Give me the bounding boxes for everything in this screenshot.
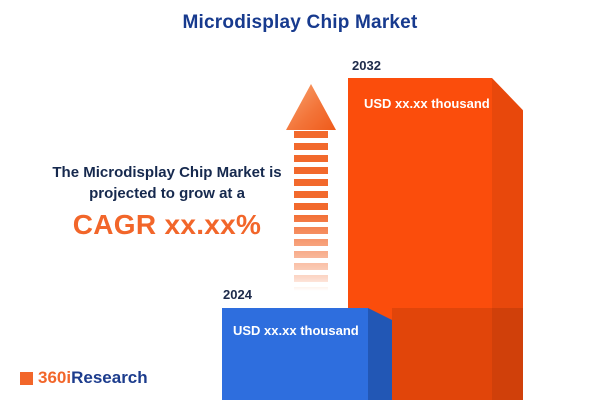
bar-2032-year-label: 2032: [352, 58, 381, 73]
bar-2024-front-face: [222, 308, 368, 400]
bar-2024-side-face: [368, 308, 392, 400]
bar-2024-value-label: USD xx.xx thousand: [233, 323, 359, 338]
logo-square-icon: [20, 371, 33, 385]
page-title: Microdisplay Chip Market: [182, 12, 418, 33]
description-block: The Microdisplay Chip Market is projecte…: [22, 162, 312, 240]
description-line-1: The Microdisplay Chip Market is: [52, 164, 282, 181]
bar-2032-side-face: [492, 78, 523, 400]
bar-2024-year-label: 2024: [223, 287, 252, 302]
bar-2032-shaded-area: [392, 308, 523, 400]
description-line-2: projected to grow at a: [89, 185, 245, 202]
bar-2032-value-label: USD xx.xx thousand: [364, 96, 490, 111]
cagr-value: CAGR xx.xx%: [72, 209, 262, 240]
logo-text: 360iResearch: [38, 368, 148, 388]
logo-prefix: 360i: [38, 368, 72, 387]
growth-arrow-dashes-icon: [294, 131, 328, 291]
logo-360iresearch: 360iResearch: [20, 368, 148, 388]
logo-suffix: Research: [71, 368, 148, 387]
bar-2024: [222, 308, 392, 400]
growth-arrow-head-icon: [286, 84, 336, 130]
